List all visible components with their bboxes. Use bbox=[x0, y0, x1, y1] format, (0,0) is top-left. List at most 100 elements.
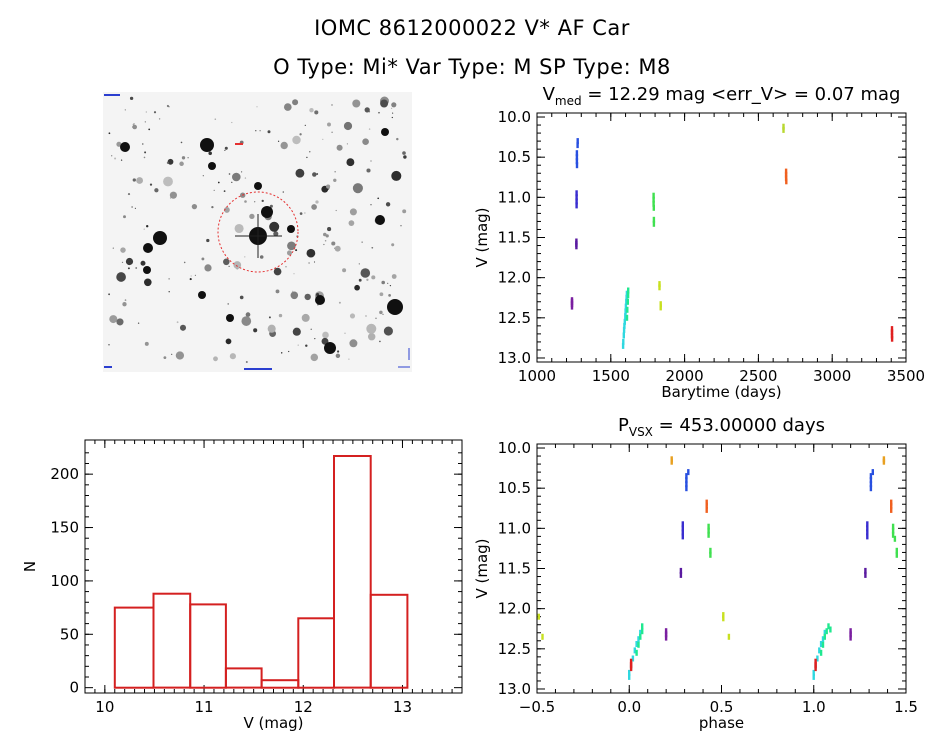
data-point bbox=[575, 198, 578, 205]
star bbox=[379, 340, 381, 343]
data-point bbox=[866, 521, 869, 528]
star bbox=[312, 172, 317, 177]
star bbox=[213, 356, 218, 362]
star bbox=[131, 206, 133, 208]
data-point bbox=[623, 318, 626, 325]
star bbox=[287, 241, 296, 251]
star bbox=[142, 143, 144, 145]
data-point bbox=[631, 655, 635, 662]
star bbox=[331, 241, 336, 246]
star bbox=[273, 231, 279, 237]
star bbox=[391, 116, 393, 119]
star bbox=[208, 151, 212, 156]
star bbox=[269, 204, 273, 208]
y-tick-label: 12.0 bbox=[498, 600, 531, 618]
star bbox=[391, 102, 397, 108]
star bbox=[259, 130, 261, 132]
plot-title-text: = 453.00000 days bbox=[653, 415, 825, 436]
star bbox=[331, 104, 333, 106]
bright-star bbox=[287, 225, 295, 233]
data-point bbox=[819, 649, 823, 656]
data-point bbox=[575, 150, 579, 157]
data-point bbox=[890, 332, 894, 339]
data-point bbox=[727, 633, 731, 640]
star bbox=[392, 112, 394, 114]
star bbox=[385, 202, 391, 207]
y-tick-label: 11.5 bbox=[498, 229, 531, 247]
star bbox=[323, 243, 325, 246]
plot-frame bbox=[536, 112, 907, 363]
histogram-bar bbox=[224, 667, 263, 689]
data-point bbox=[709, 547, 712, 554]
data-point bbox=[864, 571, 867, 578]
star bbox=[306, 248, 316, 258]
data-point bbox=[869, 477, 873, 484]
data-point bbox=[709, 551, 712, 558]
data-point bbox=[621, 342, 625, 349]
data-point bbox=[635, 649, 638, 656]
star bbox=[245, 361, 248, 363]
data-point bbox=[625, 298, 628, 305]
star bbox=[256, 106, 258, 108]
plot-title-subscript: VSX bbox=[629, 425, 653, 439]
data-point bbox=[869, 485, 873, 492]
data-point bbox=[823, 633, 826, 640]
data-point bbox=[895, 551, 898, 558]
data-point bbox=[705, 506, 708, 513]
data-point bbox=[685, 477, 688, 484]
star bbox=[313, 261, 316, 263]
data-point bbox=[622, 332, 625, 339]
data-point bbox=[681, 533, 684, 540]
data-point bbox=[819, 641, 823, 647]
star bbox=[121, 261, 124, 264]
star bbox=[116, 272, 126, 282]
star bbox=[293, 273, 295, 275]
bright-star bbox=[143, 243, 153, 253]
data-point bbox=[628, 673, 631, 680]
star bbox=[191, 203, 198, 210]
histogram-bar bbox=[152, 592, 192, 689]
figure-subtitle: O Type: Mi* Var Type: M SP Type: M8 bbox=[273, 55, 671, 79]
star bbox=[127, 267, 130, 270]
star bbox=[368, 111, 371, 113]
y-tick-label: 10.0 bbox=[498, 439, 531, 457]
histogram-bar bbox=[189, 603, 227, 689]
star bbox=[331, 131, 333, 134]
data-point bbox=[575, 194, 578, 201]
star bbox=[163, 176, 173, 187]
x-tick-label: 1.5 bbox=[894, 698, 918, 716]
star bbox=[327, 227, 332, 232]
star bbox=[231, 172, 241, 182]
star bbox=[204, 264, 212, 272]
star bbox=[366, 168, 371, 173]
data-point bbox=[685, 481, 688, 488]
y-tick-label: 10.5 bbox=[498, 148, 531, 166]
x-axis-label: V (mag) bbox=[243, 714, 303, 732]
star bbox=[144, 341, 149, 346]
star bbox=[267, 324, 276, 333]
star bbox=[299, 212, 303, 215]
star bbox=[277, 140, 280, 142]
star bbox=[348, 358, 350, 360]
histogram-bar bbox=[260, 679, 300, 689]
data-point bbox=[890, 326, 894, 333]
data-point bbox=[652, 196, 655, 203]
star bbox=[273, 267, 282, 276]
star bbox=[338, 301, 341, 304]
star bbox=[268, 316, 271, 319]
data-point bbox=[575, 202, 578, 209]
star bbox=[306, 156, 308, 159]
histogram-bar bbox=[333, 455, 372, 689]
histogram-bar bbox=[369, 593, 409, 689]
star bbox=[108, 293, 110, 296]
star bbox=[143, 228, 145, 230]
star bbox=[364, 107, 370, 113]
star bbox=[344, 332, 346, 334]
data-point bbox=[890, 329, 894, 336]
star bbox=[120, 247, 126, 253]
star bbox=[239, 295, 244, 300]
star bbox=[144, 278, 152, 287]
star bbox=[379, 310, 383, 315]
star bbox=[120, 159, 123, 161]
plot-frame bbox=[536, 443, 907, 694]
